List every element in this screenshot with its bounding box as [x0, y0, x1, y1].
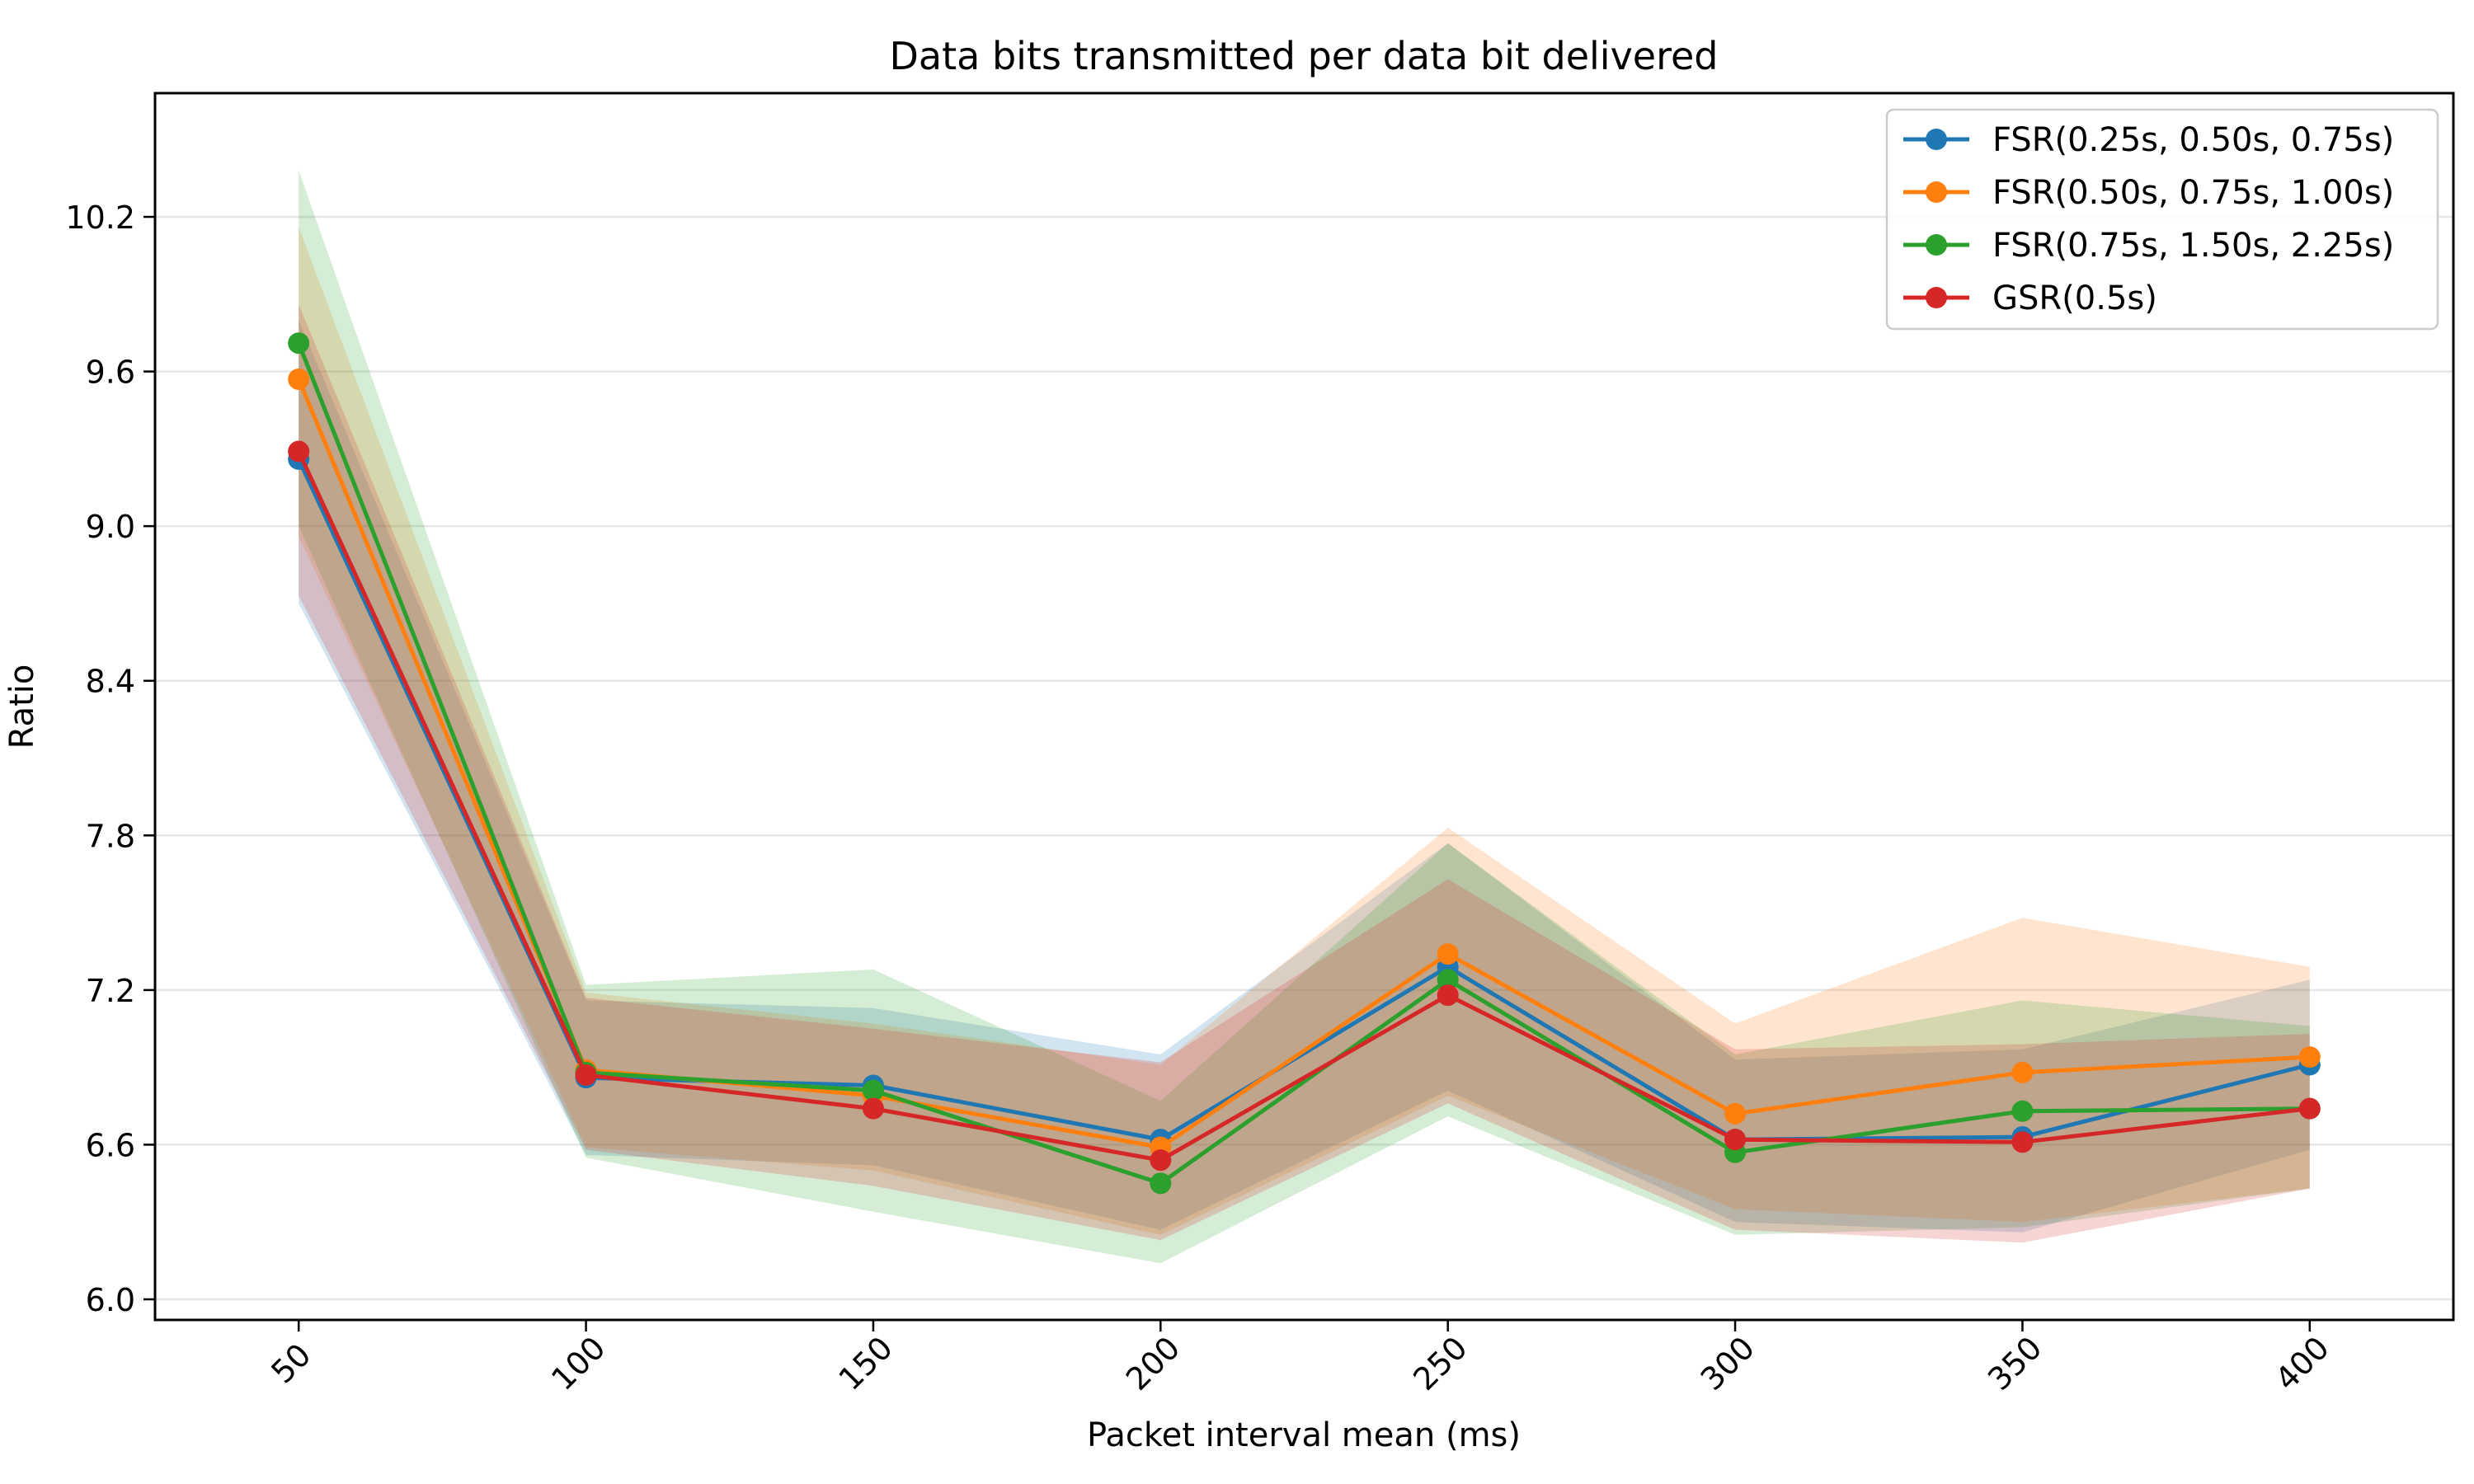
y-axis-label: Ratio	[3, 665, 41, 749]
y-tick-label: 6.6	[86, 1127, 135, 1163]
y-tick-label: 7.8	[86, 818, 135, 854]
x-axis-label: Packet interval mean (ms)	[1087, 1416, 1521, 1454]
legend-label: FSR(0.75s, 1.50s, 2.25s)	[1992, 227, 2394, 265]
data-point	[1724, 1129, 1747, 1151]
data-point	[2298, 1097, 2321, 1120]
plot-area-frame	[153, 92, 2455, 1322]
y-tick-label: 9.0	[86, 509, 135, 545]
data-point	[2011, 1131, 2034, 1153]
data-point	[1437, 969, 1459, 991]
y-tick-label: 9.6	[86, 355, 135, 391]
data-point	[862, 1097, 884, 1120]
series-line	[296, 342, 2310, 1186]
confidence-band	[299, 170, 2310, 1264]
legend-marker	[1926, 287, 1947, 308]
legend-marker	[1926, 234, 1947, 256]
data-point	[288, 332, 310, 355]
legend: FSR(0.25s, 0.50s, 0.75s) FSR(0.50s, 0.75s…	[1885, 108, 2439, 331]
legend-label: GSR(0.5s)	[1992, 279, 2157, 317]
data-point	[288, 368, 310, 390]
legend-box	[1885, 108, 2439, 331]
legend-marker	[1926, 129, 1947, 150]
data-point	[1437, 943, 1459, 965]
legend-marker	[1926, 181, 1947, 203]
y-tick-label: 6.0	[86, 1282, 135, 1318]
data-point	[2298, 1046, 2321, 1068]
data-point	[1150, 1172, 1172, 1195]
data-point	[2011, 1100, 2034, 1122]
data-point	[2011, 1061, 2034, 1083]
legend-label: FSR(0.25s, 0.50s, 0.75s)	[1992, 121, 2394, 159]
series-lines	[288, 332, 2321, 1195]
data-point	[1437, 984, 1459, 1007]
chart-title: Data bits transmitted per data bit deliv…	[890, 34, 1719, 78]
series-line	[296, 450, 2311, 1162]
data-point	[575, 1064, 597, 1087]
data-point	[1724, 1102, 1747, 1125]
y-tick-label: 7.2	[86, 973, 135, 1009]
data-point	[288, 440, 310, 463]
data-point	[1150, 1149, 1172, 1172]
legend-label: FSR(0.50s, 0.75s, 1.00s)	[1992, 174, 2394, 212]
y-tick-label: 8.4	[86, 664, 135, 700]
y-tick-label: 10.2	[65, 200, 135, 236]
grid-layer	[155, 215, 2453, 1301]
data-point	[862, 1079, 884, 1101]
